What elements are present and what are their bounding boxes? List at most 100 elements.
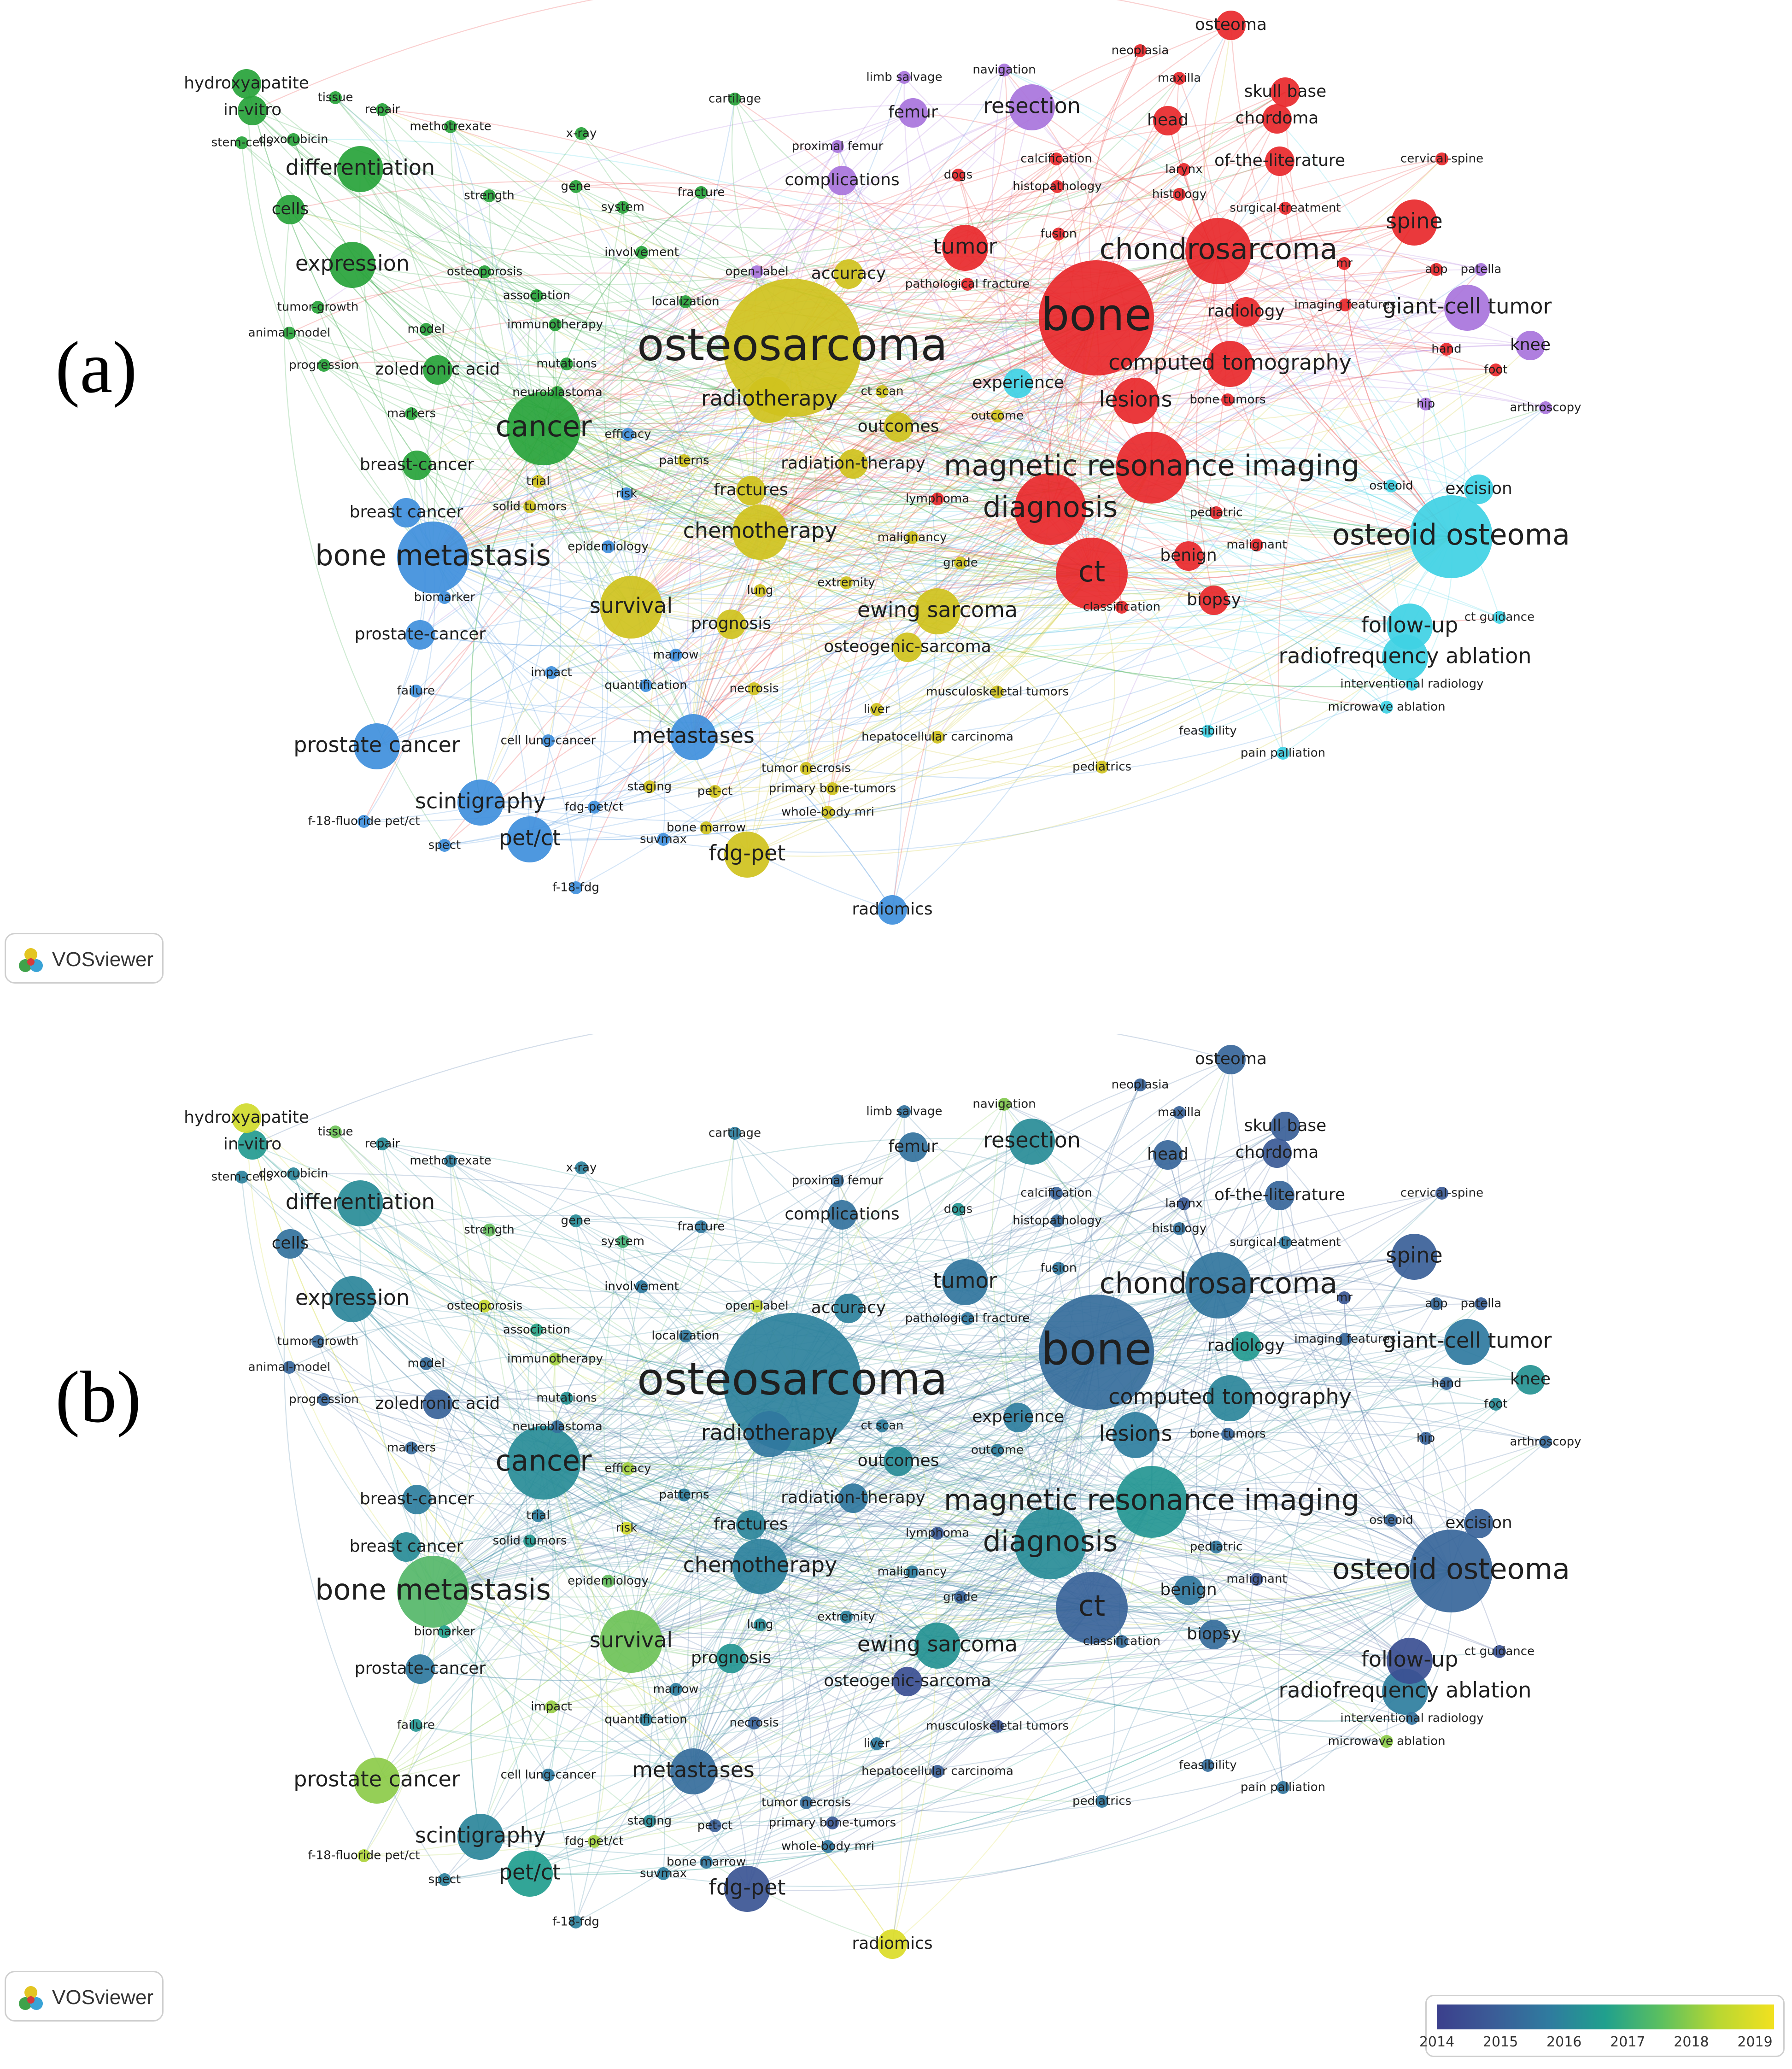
keyword-node[interactable] [376,1137,389,1150]
keyword-node[interactable] [423,1389,452,1419]
keyword-node[interactable] [1134,1078,1147,1091]
keyword-node[interactable] [1009,1119,1055,1165]
keyword-node[interactable] [716,1644,746,1673]
keyword-node[interactable] [670,714,716,760]
keyword-node[interactable] [942,225,988,271]
keyword-node[interactable] [1440,343,1453,356]
keyword-node[interactable] [914,588,960,634]
keyword-node[interactable] [1052,228,1065,240]
keyword-node[interactable] [329,1276,375,1322]
keyword-node[interactable] [420,1357,433,1370]
keyword-node[interactable] [1173,188,1186,201]
keyword-node[interactable] [670,1748,716,1794]
keyword-node[interactable] [750,265,763,278]
keyword-node[interactable] [728,93,741,106]
keyword-node[interactable] [1387,1638,1433,1684]
keyword-node[interactable] [821,806,834,819]
keyword-node[interactable] [397,1556,469,1628]
keyword-node[interactable] [991,1444,1004,1457]
keyword-node[interactable] [1516,331,1545,360]
keyword-node[interactable] [1339,1333,1352,1346]
keyword-node[interactable] [1493,1645,1506,1658]
keyword-node[interactable] [569,180,582,193]
keyword-node[interactable] [998,64,1011,76]
keyword-node[interactable] [405,1654,435,1684]
keyword-node[interactable] [954,557,967,569]
keyword-node[interactable] [1174,541,1203,571]
keyword-node[interactable] [575,127,588,140]
keyword-node[interactable] [317,1393,330,1406]
keyword-node[interactable] [840,576,853,589]
keyword-node[interactable] [545,1700,558,1713]
keyword-node[interactable] [1338,257,1351,270]
keyword-node[interactable] [1039,1295,1154,1410]
keyword-node[interactable] [639,1713,652,1726]
keyword-node[interactable] [1464,1509,1493,1538]
keyword-node[interactable] [1051,180,1064,193]
keyword-node[interactable] [736,476,766,505]
keyword-node[interactable] [1539,401,1552,414]
keyword-node[interactable] [991,410,1004,422]
keyword-node[interactable] [397,522,469,593]
keyword-node[interactable] [1338,1291,1351,1304]
keyword-node[interactable] [1516,1365,1545,1395]
keyword-node[interactable] [444,120,457,133]
keyword-node[interactable] [530,289,543,302]
keyword-node[interactable] [1271,1112,1300,1141]
keyword-node[interactable] [884,412,913,442]
keyword-node[interactable] [736,1510,766,1540]
keyword-node[interactable] [931,1527,944,1540]
keyword-node[interactable] [1115,1635,1128,1648]
keyword-node[interactable] [616,1235,629,1248]
keyword-node[interactable] [507,1851,553,1897]
keyword-node[interactable] [1014,1507,1086,1579]
keyword-node[interactable] [838,1483,868,1513]
keyword-node[interactable] [1173,1106,1186,1119]
keyword-node[interactable] [1056,538,1128,610]
keyword-node[interactable] [826,782,839,795]
keyword-node[interactable] [287,133,300,146]
keyword-node[interactable] [410,685,422,697]
keyword-node[interactable] [1405,1712,1418,1725]
keyword-node[interactable] [232,69,261,99]
keyword-node[interactable] [1250,1573,1263,1586]
keyword-node[interactable] [1339,299,1352,311]
keyword-node[interactable] [1419,398,1432,410]
keyword-node[interactable] [620,487,633,500]
keyword-node[interactable] [523,500,536,513]
keyword-node[interactable] [438,591,451,604]
keyword-node[interactable] [1405,678,1418,691]
keyword-node[interactable] [620,1522,633,1535]
keyword-node[interactable] [1493,611,1506,624]
keyword-node[interactable] [840,1611,853,1624]
keyword-node[interactable] [457,1814,504,1860]
keyword-node[interactable] [906,531,919,544]
keyword-node[interactable] [283,327,296,340]
keyword-node[interactable] [588,1835,601,1848]
keyword-node[interactable] [530,1324,543,1336]
keyword-node[interactable] [679,295,692,308]
keyword-node[interactable] [311,301,324,314]
keyword-node[interactable] [898,1105,911,1118]
keyword-node[interactable] [438,1625,451,1638]
keyword-node[interactable] [317,359,330,372]
keyword-node[interactable] [826,1817,839,1829]
keyword-node[interactable] [1153,106,1183,135]
keyword-node[interactable] [952,169,965,182]
keyword-node[interactable] [1464,475,1493,504]
keyword-node[interactable] [1277,747,1289,760]
keyword-node[interactable] [1210,1541,1223,1553]
keyword-node[interactable] [1115,601,1128,614]
keyword-node[interactable] [898,1132,928,1162]
keyword-node[interactable] [876,385,889,398]
keyword-node[interactable] [238,96,267,125]
keyword-node[interactable] [1153,1140,1183,1170]
keyword-node[interactable] [954,1591,967,1604]
keyword-node[interactable] [275,195,305,224]
keyword-node[interactable] [402,1485,432,1514]
keyword-node[interactable] [478,265,491,278]
keyword-node[interactable] [507,392,580,465]
keyword-node[interactable] [1380,1735,1393,1748]
keyword-node[interactable] [1435,1187,1448,1200]
keyword-node[interactable] [542,734,555,747]
